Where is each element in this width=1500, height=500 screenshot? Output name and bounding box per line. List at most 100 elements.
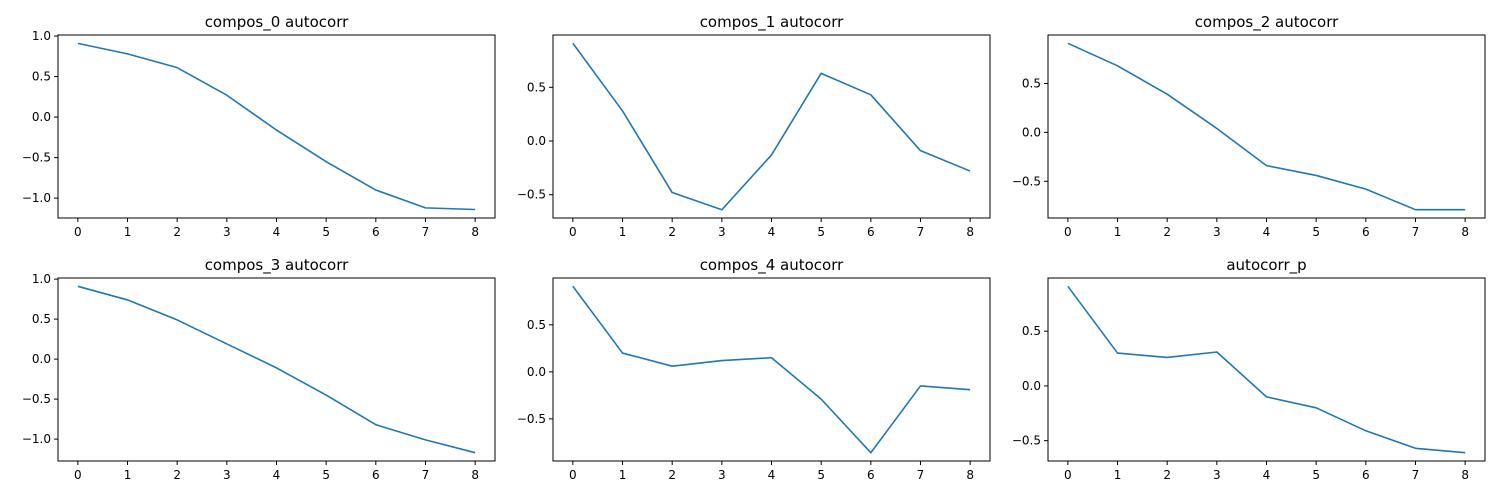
subplot-title: compos_0 autocorr <box>205 13 349 32</box>
y-tick-label: −0.5 <box>1012 434 1041 448</box>
x-tick-label: 1 <box>124 468 132 482</box>
y-tick-label: 0.0 <box>527 134 546 148</box>
x-tick-label: 2 <box>668 468 676 482</box>
y-tick-label: −1.0 <box>22 191 51 205</box>
axes-frame <box>552 34 991 219</box>
x-tick-label: 0 <box>569 468 577 482</box>
x-tick-label: 5 <box>1312 468 1320 482</box>
x-tick-label: 5 <box>322 468 330 482</box>
y-tick-label: −0.5 <box>1012 174 1041 188</box>
x-tick-label: 8 <box>966 468 974 482</box>
x-tick-label: 8 <box>1461 468 1469 482</box>
subplot-1: compos_1 autocorr 0 1 2 3 4 5 6 7 8 0.5 0.0 −0.5 <box>517 13 991 239</box>
y-tick-label: 0.5 <box>1022 76 1041 90</box>
x-tick-label: 6 <box>867 468 875 482</box>
subplot-title: autocorr_p <box>1226 256 1306 275</box>
y-tick-label: 0.0 <box>527 365 546 379</box>
axes-frame <box>552 277 991 462</box>
y-tick-label: 0.0 <box>1022 379 1041 393</box>
x-tick-label: 5 <box>817 468 825 482</box>
x-tick-label: 1 <box>1114 225 1122 239</box>
x-tick-label: 7 <box>422 468 430 482</box>
y-tick-label: 1.0 <box>32 272 51 286</box>
subplot-title: compos_2 autocorr <box>1195 13 1339 32</box>
x-tick-label: 4 <box>1263 225 1271 239</box>
subplot-title: compos_4 autocorr <box>700 256 844 275</box>
subplot-title: compos_1 autocorr <box>700 13 844 32</box>
series-line-0 <box>1067 42 1466 211</box>
subplot-2: compos_2 autocorr 0 1 2 3 4 5 6 7 8 0.5 0.0 −0.5 <box>1012 13 1486 239</box>
y-tick-label: 0.0 <box>32 352 51 366</box>
x-tick-label: 6 <box>1362 225 1370 239</box>
x-tick-label: 6 <box>372 225 380 239</box>
series-line-0 <box>572 42 971 211</box>
y-tick-label: 0.5 <box>527 318 546 332</box>
x-tick-label: 0 <box>1064 225 1072 239</box>
y-tick-label: 0.5 <box>1022 324 1041 338</box>
y-tick-label: −0.5 <box>517 412 546 426</box>
x-tick-label: 8 <box>1461 225 1469 239</box>
x-tick-label: 1 <box>619 225 627 239</box>
axes-frame <box>57 277 496 462</box>
x-tick-label: 2 <box>668 225 676 239</box>
x-tick-label: 0 <box>569 225 577 239</box>
x-tick-label: 3 <box>223 225 231 239</box>
y-tick-label: −1.0 <box>22 432 51 446</box>
x-tick-label: 4 <box>273 468 281 482</box>
y-tick-label: 0.5 <box>527 80 546 94</box>
x-tick-label: 4 <box>273 225 281 239</box>
x-tick-label: 7 <box>422 225 430 239</box>
x-tick-label: 6 <box>867 225 875 239</box>
y-tick-label: 0.0 <box>1022 125 1041 139</box>
subplot-title: compos_3 autocorr <box>205 256 349 275</box>
x-tick-label: 0 <box>74 225 82 239</box>
subplot-5: autocorr_p 0 1 2 3 4 5 6 7 8 0.5 0.0 −0.5 <box>1012 256 1486 482</box>
subplot-3: compos_3 autocorr 0 1 2 3 4 5 6 7 8 1.0 0.5 0.0 −0.5 −… <box>22 256 496 482</box>
x-tick-label: 7 <box>1412 468 1420 482</box>
x-tick-label: 3 <box>223 468 231 482</box>
series-line-0 <box>1067 285 1466 454</box>
x-tick-label: 6 <box>1362 468 1370 482</box>
y-tick-label: 0.5 <box>32 70 51 84</box>
x-tick-label: 4 <box>768 225 776 239</box>
x-tick-label: 7 <box>917 468 925 482</box>
y-tick-label: 0.5 <box>32 312 51 326</box>
y-tick-label: −0.5 <box>22 392 51 406</box>
x-tick-label: 4 <box>1263 468 1271 482</box>
series-line-0 <box>77 285 476 454</box>
x-tick-label: 4 <box>768 468 776 482</box>
y-tick-label: −0.5 <box>517 188 546 202</box>
x-tick-label: 7 <box>917 225 925 239</box>
x-tick-label: 8 <box>471 468 479 482</box>
x-tick-label: 1 <box>619 468 627 482</box>
axes-frame <box>1047 34 1486 219</box>
x-tick-label: 8 <box>471 225 479 239</box>
x-tick-label: 6 <box>372 468 380 482</box>
series-line-0 <box>572 285 971 454</box>
x-tick-label: 5 <box>322 225 330 239</box>
subplot-4: compos_4 autocorr 0 1 2 3 4 5 6 7 8 0.5 0.0 −0.5 <box>517 256 991 482</box>
x-tick-label: 2 <box>1163 468 1171 482</box>
x-tick-label: 2 <box>173 225 181 239</box>
x-tick-label: 5 <box>1312 225 1320 239</box>
axes-frame <box>1047 277 1486 462</box>
x-tick-label: 8 <box>966 225 974 239</box>
axes-frame <box>57 34 496 219</box>
x-tick-label: 3 <box>718 225 726 239</box>
x-tick-label: 0 <box>74 468 82 482</box>
x-tick-label: 2 <box>173 468 181 482</box>
subplot-0: compos_0 autocorr 0 1 2 3 4 5 6 7 8 1.0 0.5 0.0 −0.5 −… <box>22 13 496 239</box>
x-tick-label: 3 <box>1213 225 1221 239</box>
x-tick-label: 3 <box>718 468 726 482</box>
y-tick-label: −0.5 <box>22 151 51 165</box>
x-tick-label: 3 <box>1213 468 1221 482</box>
series-line-0 <box>77 42 476 211</box>
x-tick-label: 1 <box>124 225 132 239</box>
x-tick-label: 0 <box>1064 468 1072 482</box>
x-tick-label: 2 <box>1163 225 1171 239</box>
x-tick-label: 5 <box>817 225 825 239</box>
x-tick-label: 1 <box>1114 468 1122 482</box>
x-tick-label: 7 <box>1412 225 1420 239</box>
